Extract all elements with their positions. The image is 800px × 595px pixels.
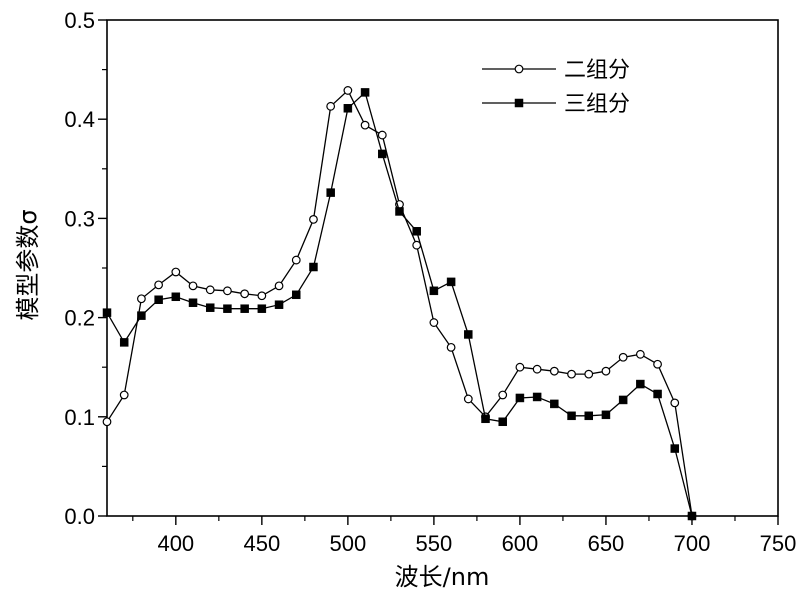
- data-point: [205, 303, 215, 312]
- y-tick-label: 0.0: [64, 504, 95, 529]
- legend-marker: [514, 64, 524, 74]
- data-point: [137, 311, 146, 320]
- data-point: [360, 88, 370, 97]
- x-tick-label: 600: [502, 531, 539, 556]
- x-tick-label: 700: [674, 531, 711, 556]
- data-point: [240, 304, 249, 313]
- legend-label: 三组分: [564, 92, 630, 117]
- data-point: [687, 511, 697, 521]
- y-tick-label: 0.1: [64, 405, 95, 430]
- y-tick-label: 0.4: [64, 107, 95, 132]
- legend-label: 二组分: [564, 58, 630, 83]
- data-point: [309, 262, 318, 272]
- legend-marker: [514, 98, 524, 108]
- data-point: [653, 359, 662, 369]
- data-point: [618, 352, 628, 362]
- data-point: [343, 86, 353, 95]
- data-point: [446, 342, 456, 352]
- data-point: [550, 399, 559, 409]
- x-tick-label: 750: [760, 531, 797, 556]
- data-point: [171, 292, 181, 302]
- data-point: [188, 298, 198, 307]
- data-point: [549, 366, 559, 376]
- data-point: [395, 207, 404, 216]
- data-point: [188, 281, 198, 291]
- data-point: [446, 277, 456, 287]
- data-point: [464, 330, 473, 339]
- data-point: [137, 294, 146, 304]
- y-axis-title: 模型参数σ: [14, 209, 42, 320]
- x-tick-label: 450: [243, 531, 280, 556]
- data-point: [670, 398, 680, 408]
- data-point: [205, 285, 215, 295]
- series-2: [102, 88, 697, 521]
- legend-item: 三组分: [482, 92, 630, 117]
- data-point: [360, 120, 370, 130]
- data-point: [618, 395, 628, 405]
- plot-border: [106, 19, 779, 517]
- data-point: [584, 411, 593, 421]
- data-point: [584, 369, 594, 379]
- data-point: [257, 304, 267, 313]
- data-point: [532, 392, 542, 402]
- data-point: [515, 362, 525, 372]
- data-point: [119, 338, 129, 347]
- series-layer: [102, 86, 697, 521]
- data-point: [378, 149, 387, 159]
- x-tick-label: 550: [416, 531, 453, 556]
- data-point: [429, 318, 439, 327]
- legend-item: 二组分: [482, 58, 630, 83]
- data-point: [240, 289, 250, 299]
- data-point: [481, 414, 490, 424]
- y-tick-label: 0.3: [64, 206, 95, 231]
- data-point: [670, 444, 680, 453]
- x-tick-label: 400: [157, 531, 194, 556]
- y-tick-label: 0.5: [64, 8, 95, 33]
- data-point: [601, 366, 611, 376]
- data-point: [223, 286, 232, 296]
- data-point: [102, 417, 112, 427]
- data-point: [567, 369, 576, 379]
- data-point: [292, 290, 301, 300]
- data-point: [154, 280, 164, 290]
- data-point: [326, 101, 336, 111]
- data-point: [463, 394, 473, 404]
- data-point: [429, 286, 439, 296]
- data-point: [326, 188, 335, 197]
- data-point: [601, 410, 611, 420]
- data-point: [653, 389, 662, 399]
- data-point: [291, 255, 301, 265]
- data-point: [515, 393, 525, 403]
- data-point: [498, 390, 508, 400]
- data-point: [636, 379, 645, 389]
- data-point: [532, 364, 542, 374]
- x-tick-label: 500: [330, 531, 367, 556]
- x-axis-ticks: 400 450 500 550 600 650 700 750: [132, 516, 797, 556]
- data-point: [102, 308, 112, 317]
- data-point: [257, 291, 267, 301]
- data-point: [635, 349, 645, 359]
- x-tick-label: 650: [588, 531, 625, 556]
- data-point: [171, 267, 181, 277]
- data-point: [274, 281, 284, 291]
- series-1: [102, 86, 697, 521]
- data-point: [343, 104, 353, 113]
- y-tick-label: 0.2: [64, 306, 95, 331]
- data-point: [377, 130, 387, 140]
- x-axis-title: 波长/nm: [395, 563, 490, 591]
- data-point: [567, 411, 576, 421]
- data-point: [498, 417, 507, 427]
- data-point: [223, 304, 232, 313]
- data-point: [274, 300, 284, 309]
- plot-frame: [106, 19, 779, 517]
- data-point: [309, 214, 318, 224]
- data-point: [119, 390, 129, 400]
- data-point: [154, 295, 163, 304]
- y-axis-ticks: 0.0 0.1 0.2 0.3 0.4 0.5: [64, 8, 107, 529]
- data-point: [412, 227, 421, 236]
